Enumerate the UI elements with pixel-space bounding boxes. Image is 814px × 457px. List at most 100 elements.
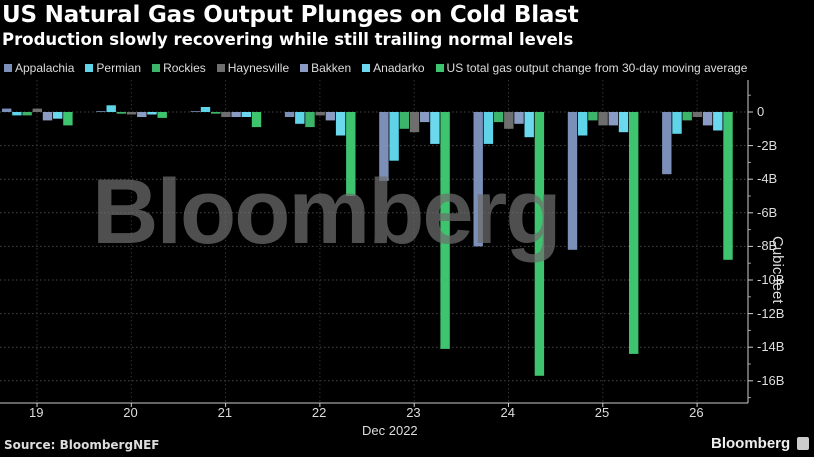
- bar: [251, 112, 262, 128]
- bar: [598, 112, 608, 126]
- bar: [231, 112, 241, 117]
- chart-subtitle: Production slowly recovering while still…: [2, 30, 574, 49]
- y-tick-label: -12B: [757, 305, 785, 321]
- legend-item: US total gas output change from 30-day m…: [435, 61, 748, 75]
- bar: [2, 108, 12, 112]
- bar: [295, 112, 305, 124]
- bar: [608, 112, 618, 126]
- legend-swatch-icon: [4, 64, 12, 72]
- bar: [672, 112, 682, 134]
- bar: [211, 112, 221, 114]
- bar: [53, 112, 63, 119]
- legend-item: Haynesville: [216, 61, 290, 75]
- bar: [106, 105, 116, 112]
- legend-label: Permian: [96, 61, 142, 75]
- x-tick-label: 21: [217, 405, 233, 420]
- bar: [12, 112, 22, 116]
- bar: [493, 112, 504, 123]
- bar: [514, 112, 524, 124]
- bar: [284, 112, 295, 117]
- legend-swatch-icon: [216, 64, 225, 72]
- bar: [440, 112, 450, 349]
- legend-swatch-icon: [300, 64, 309, 72]
- bar: [713, 112, 723, 131]
- bar: [126, 112, 137, 115]
- bar: [305, 112, 315, 128]
- chart-title: US Natural Gas Output Plunges on Cold Bl…: [2, 2, 579, 28]
- legend-swatch-icon: [435, 64, 444, 72]
- bar: [389, 112, 399, 161]
- bar: [588, 112, 598, 121]
- legend-swatch-icon: [152, 64, 161, 72]
- x-tick-label: 23: [406, 405, 421, 420]
- legend-label: US total gas output change from 30-day m…: [446, 61, 748, 75]
- bar: [379, 112, 389, 181]
- bar: [22, 112, 32, 116]
- legend-item: Permian: [85, 61, 141, 75]
- legend-item: Bakken: [300, 61, 351, 75]
- bar: [42, 112, 53, 121]
- bar: [534, 112, 545, 376]
- legend: Appalachia Permian Rockies Haynesville Bakke…: [4, 61, 747, 75]
- bar: [567, 112, 578, 250]
- legend-label: Appalachia: [15, 61, 75, 75]
- bar: [116, 112, 127, 114]
- y-tick-label: -8B: [757, 238, 778, 254]
- x-tick-label: 24: [500, 405, 515, 420]
- bar: [483, 112, 494, 144]
- y-tick-label: -16B: [757, 372, 785, 388]
- bar: [399, 112, 409, 129]
- bar: [682, 112, 692, 121]
- bloomberg-logo: Bloomberg: [711, 435, 791, 452]
- legend-item: Appalachia: [4, 61, 74, 75]
- legend-label: Anadarko: [373, 61, 425, 75]
- bar: [32, 108, 42, 112]
- bar: [346, 112, 356, 196]
- bar: [504, 112, 514, 129]
- bar: [315, 112, 325, 116]
- legend-swatch-icon: [362, 64, 371, 72]
- bloomberg-chart-icon: [797, 437, 809, 450]
- x-tick-label: 25: [594, 405, 610, 420]
- bar: [409, 112, 420, 133]
- bar: [692, 112, 703, 117]
- y-tick-label: -14B: [757, 339, 785, 355]
- x-tick-label: 19: [29, 405, 44, 420]
- bar: [137, 112, 147, 117]
- y-axis-label: Cubic feet: [769, 236, 786, 304]
- y-tick-label: -10B: [757, 272, 785, 287]
- x-tick-label: 22: [311, 405, 327, 420]
- legend-label: Bakken: [311, 61, 352, 75]
- legend-item: Rockies: [152, 61, 206, 75]
- bar: [63, 112, 73, 126]
- bar: [524, 112, 534, 138]
- bar: [157, 112, 167, 118]
- y-tick-label: -2B: [757, 137, 778, 153]
- y-tick-label: -6B: [757, 204, 778, 220]
- bar: [578, 112, 588, 136]
- bar: [420, 112, 430, 123]
- bar: [147, 112, 157, 115]
- bar: [200, 107, 211, 112]
- x-tick-label: 20: [123, 405, 138, 420]
- bar: [241, 112, 251, 117]
- x-tick-label: 26: [689, 405, 704, 420]
- legend-label: Haynesville: [227, 61, 290, 75]
- x-axis-sublabel: Dec 2022: [362, 423, 418, 438]
- bar: [629, 112, 639, 354]
- source-note: Source: BloombergNEF: [4, 438, 160, 452]
- bar: [618, 112, 629, 133]
- bar: [325, 112, 336, 121]
- legend-label: Rockies: [163, 61, 206, 75]
- legend-item: Anadarko: [362, 61, 425, 75]
- bar: [662, 112, 672, 175]
- legend-swatch-icon: [85, 64, 94, 72]
- bar: [702, 112, 713, 126]
- bar: [335, 112, 346, 136]
- bar: [221, 112, 231, 117]
- bar: [96, 111, 106, 112]
- bar: [723, 112, 733, 260]
- y-tick-label: -4B: [757, 171, 778, 187]
- y-tick-label: 0: [757, 104, 765, 119]
